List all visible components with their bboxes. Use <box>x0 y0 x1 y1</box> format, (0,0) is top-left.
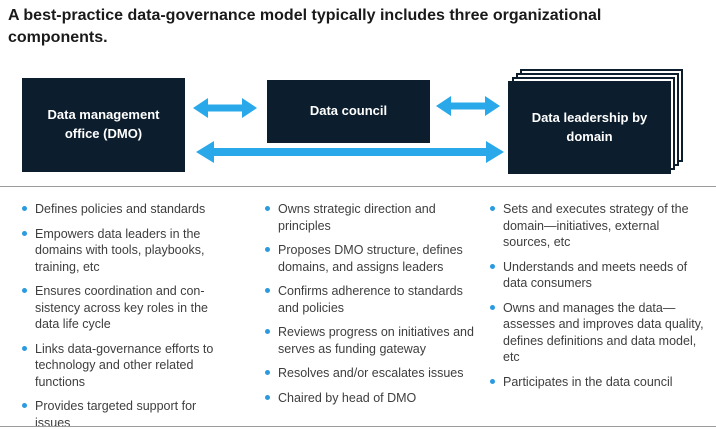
bullet-list: Defines policies and standards Empowers … <box>22 201 232 429</box>
bullet-dot-icon <box>22 403 27 408</box>
box-data-leadership: Data leadership by domain <box>508 81 671 174</box>
list-item: Ensures coordination and con-sistency ac… <box>22 283 232 333</box>
bullet-text: Provides targeted support for issues <box>35 399 197 429</box>
bullet-text: Reviews progress on initiatives and serv… <box>278 325 474 356</box>
bullet-text: Confirms adherence to standards and poli… <box>278 284 463 315</box>
bullet-text: Owns strategic direction and principles <box>278 202 436 233</box>
bullet-dot-icon <box>265 206 270 211</box>
bullet-text: Ensures coordination and con-sistency ac… <box>35 284 208 331</box>
bullet-dot-icon <box>265 329 270 334</box>
divider-bottom <box>0 426 716 427</box>
list-item: Resolves and/or escalates issues <box>265 365 479 382</box>
bullet-text: Owns and manages the data—assesses and i… <box>503 300 704 365</box>
divider-top <box>0 186 716 187</box>
list-item: Empowers data leaders in the domains wit… <box>22 226 232 276</box>
box-data-management-office: Data management office (DMO) <box>22 78 185 172</box>
column-dmo-responsibilities: Defines policies and standards Empowers … <box>22 201 232 429</box>
bullet-dot-icon <box>265 370 270 375</box>
bullet-dot-icon <box>265 247 270 252</box>
bullet-dot-icon <box>490 304 495 310</box>
list-item: Owns and manages the data—assesses and i… <box>490 300 704 366</box>
page-title: A best-practice data-governance model ty… <box>8 7 602 47</box>
list-item: Proposes DMO structure, defines domains,… <box>265 242 479 275</box>
list-item: Participates in the data council <box>490 374 704 391</box>
bullet-dot-icon <box>22 230 27 236</box>
bullet-dot-icon <box>22 206 27 211</box>
list-item: Provides targeted support for issues <box>22 398 232 429</box>
bullet-text: Proposes DMO structure, defines domains,… <box>278 243 463 274</box>
bullet-list: Owns strategic direction and principles … <box>265 201 479 406</box>
box-council-label: Data council <box>309 103 388 119</box>
bullet-dot-icon <box>490 206 495 211</box>
bullet-dot-icon <box>265 394 270 400</box>
bullet-dot-icon <box>490 263 495 269</box>
list-item: Owns strategic direction and principles <box>265 201 479 234</box>
box-data-leadership-stack: Data leadership by domain <box>508 69 686 175</box>
double-arrow-dmo-leadership-icon <box>196 141 504 163</box>
column-leadership-responsibilities: Sets and executes strategy of the domain… <box>490 201 704 398</box>
bullet-text: Sets and executes strategy of the domain… <box>503 202 689 249</box>
box-data-council: Data council <box>267 80 430 143</box>
list-item: Reviews progress on initiatives and serv… <box>265 324 479 357</box>
bullet-text: Resolves and/or escalates issues <box>278 366 464 380</box>
box-leadership-label: Data leadership by domain <box>531 109 648 144</box>
list-item: Defines policies and standards <box>22 201 232 218</box>
bullet-text: Defines policies and standards <box>35 202 206 216</box>
bullet-dot-icon <box>22 288 27 293</box>
list-item: Confirms adherence to standards and poli… <box>265 283 479 316</box>
bullet-text: Links data-governance efforts to technol… <box>35 341 214 389</box>
box-dmo-label: Data management office (DMO) <box>47 107 160 141</box>
list-item: Sets and executes strategy of the domain… <box>490 201 704 251</box>
bullet-text: Chaired by head of DMO <box>278 390 417 405</box>
list-item: Links data-governance efforts to technol… <box>22 341 232 391</box>
double-arrow-council-leadership-icon <box>436 96 500 116</box>
list-item: Chaired by head of DMO <box>265 390 479 407</box>
bullet-text: Empowers data leaders in the domains wit… <box>35 226 205 274</box>
bullet-text: Understands and meets needs of data cons… <box>503 259 688 291</box>
bullet-dot-icon <box>265 288 270 293</box>
bullet-dot-icon <box>22 345 27 351</box>
column-council-responsibilities: Owns strategic direction and principles … <box>265 201 479 414</box>
bullet-list: Sets and executes strategy of the domain… <box>490 201 704 390</box>
list-item: Understands and meets needs of data cons… <box>490 259 704 292</box>
bullet-dot-icon <box>490 378 495 384</box>
double-arrow-dmo-council-icon <box>193 98 257 118</box>
bullet-text: Participates in the data council <box>503 374 673 389</box>
